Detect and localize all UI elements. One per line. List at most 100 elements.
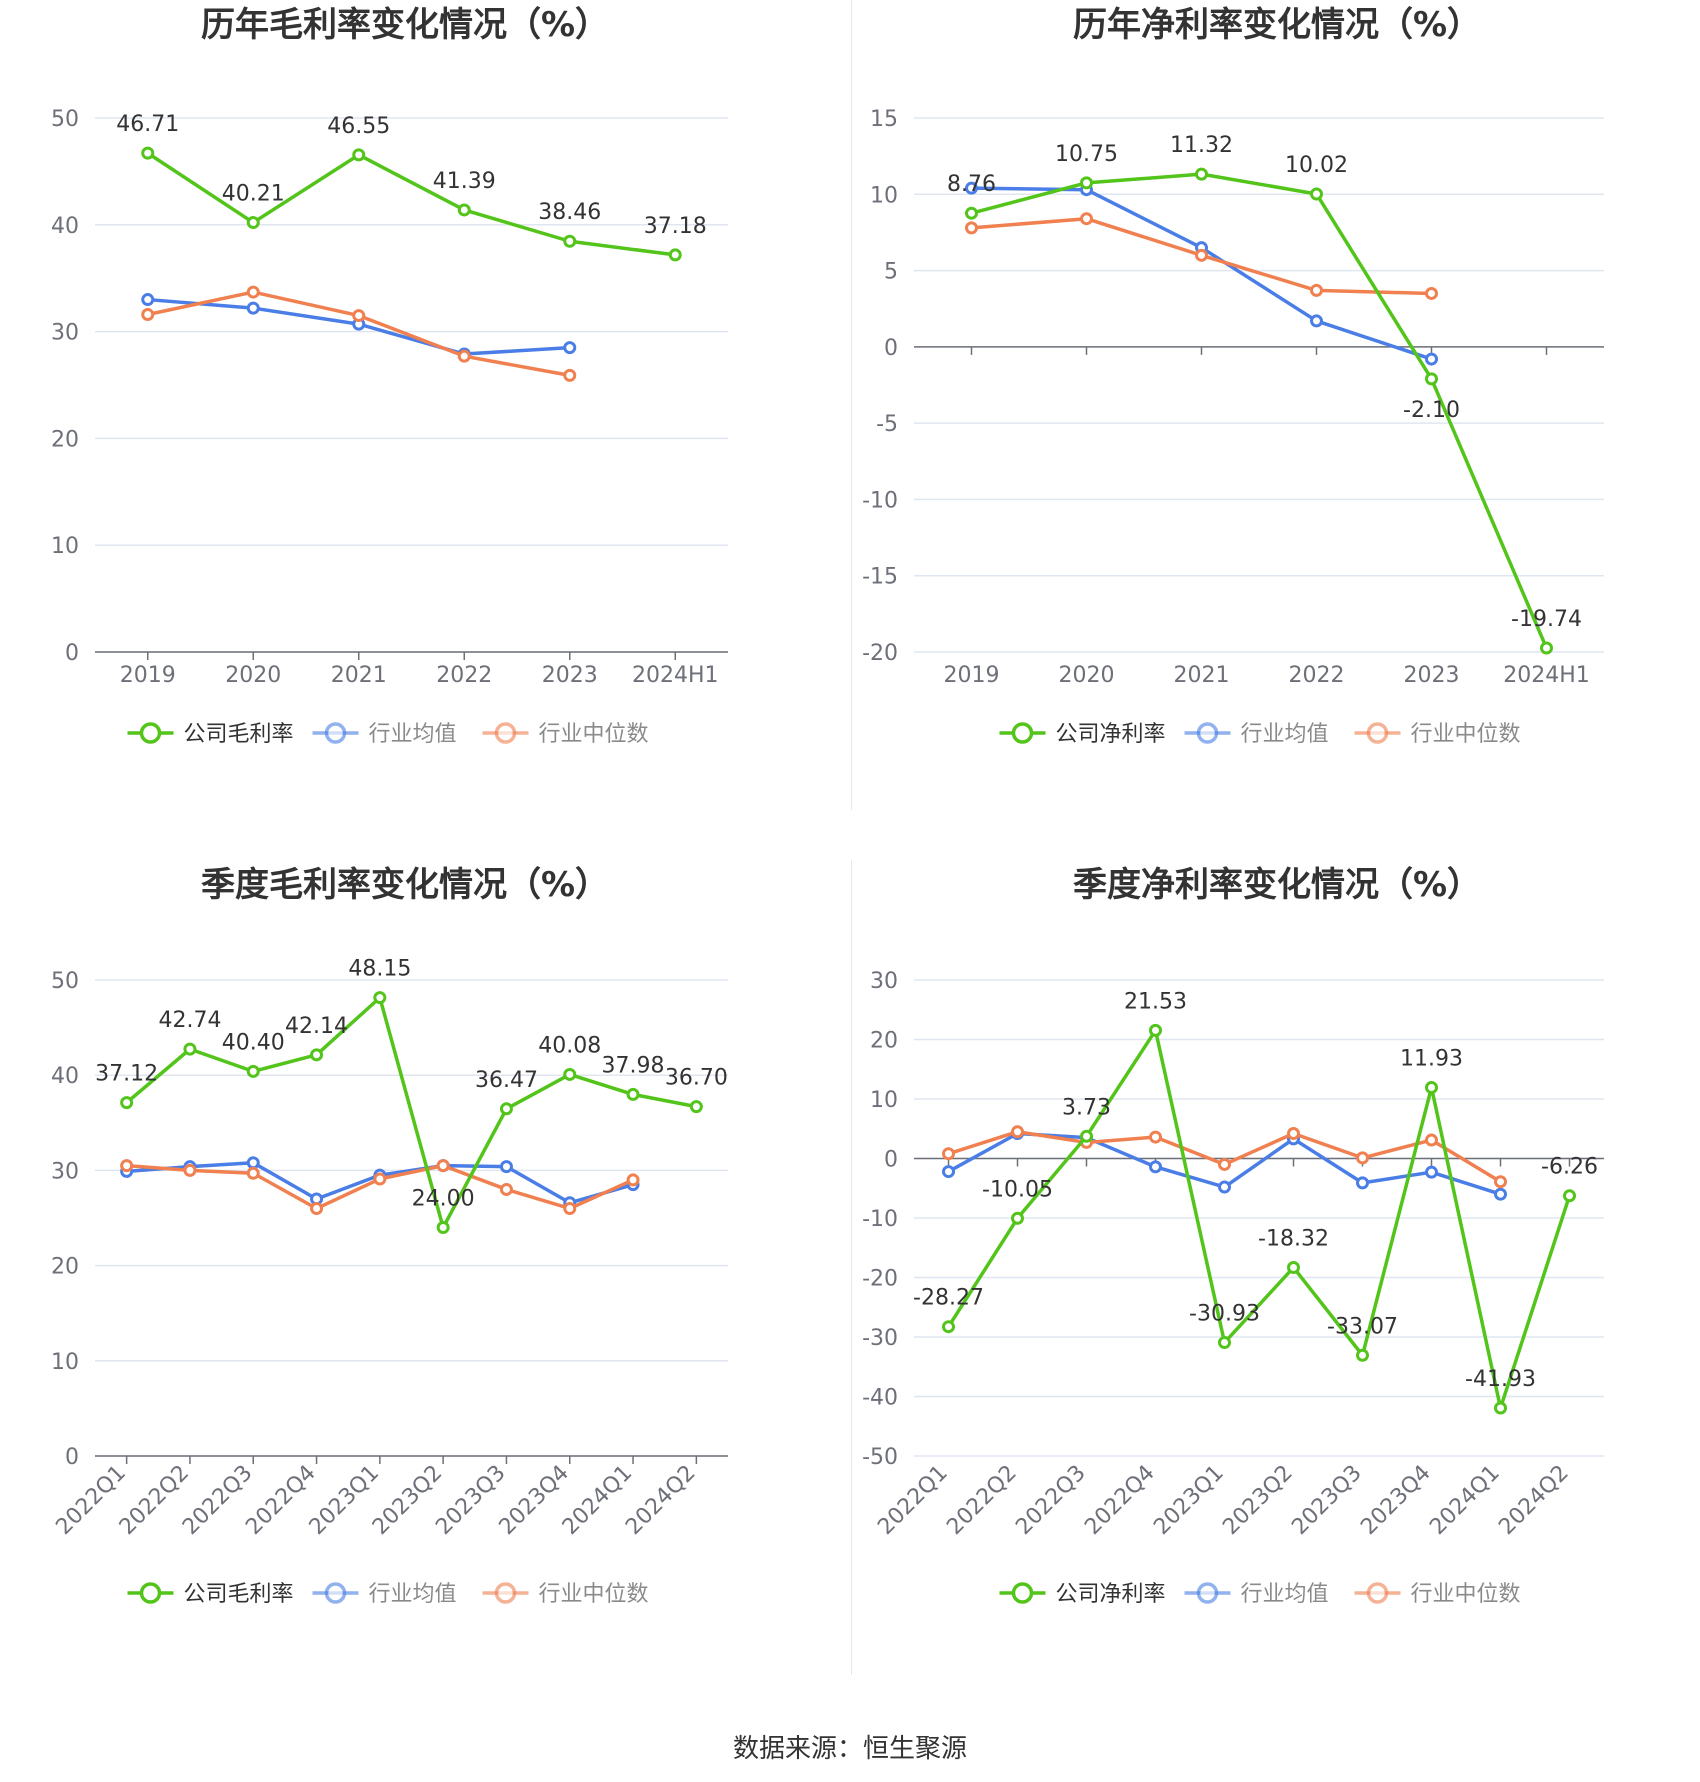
x-tick-label: 2023Q2	[1218, 1461, 1297, 1540]
data-point-median	[246, 285, 260, 299]
x-tick-label: 2022Q3	[1011, 1461, 1090, 1540]
data-point-median	[183, 1163, 197, 1177]
data-point-company	[310, 1048, 324, 1062]
quarterly-gross-margin-chart: 季度毛利率变化情况（%） 0 10 20 30 40 50 2022Q1 2022Q2 2022Q…	[0, 860, 850, 1720]
data-point-company	[942, 1320, 955, 1334]
data-label: 38.46	[538, 200, 601, 225]
data-point-median	[1195, 248, 1208, 262]
data-point-company	[1540, 641, 1553, 655]
data-point-company	[246, 216, 260, 230]
data-point-median	[1011, 1125, 1024, 1139]
y-tick-label: 50	[51, 969, 79, 994]
data-point-company	[120, 1096, 134, 1110]
data-point-company	[689, 1100, 703, 1114]
legend-marker	[324, 722, 347, 744]
legend-marker	[1366, 1582, 1389, 1604]
x-tick-label: 2023Q2	[368, 1461, 447, 1540]
data-point-median	[1310, 283, 1323, 297]
y-tick-label: 30	[870, 969, 898, 994]
data-label: 24.00	[412, 1187, 475, 1212]
chart-svg: 季度净利率变化情况（%） -50 -40 -30 -20 -10 0 10 20 30 2022Q1…	[862, 865, 1604, 1607]
data-point-avg	[141, 293, 155, 307]
data-point-median	[352, 309, 366, 323]
data-source-note: 数据来源：恒生聚源	[732, 1734, 967, 1764]
data-point-company	[1195, 167, 1208, 181]
data-point-avg	[563, 341, 577, 355]
data-point-median	[373, 1172, 387, 1186]
chart-title: 季度净利率变化情况（%）	[1073, 865, 1481, 905]
legend-marker	[1196, 722, 1219, 744]
data-point-median	[120, 1159, 134, 1173]
x-tick-label: 2023Q1	[305, 1461, 384, 1540]
x-tick-label: 2022	[436, 663, 492, 688]
legend-item-company: 公司净利率	[999, 1582, 1166, 1607]
series-line-company	[146, 151, 676, 257]
data-label: -30.93	[1189, 1302, 1260, 1327]
data-point-median	[1425, 1133, 1438, 1147]
data-label: -33.07	[1327, 1314, 1398, 1339]
data-point-company	[246, 1064, 260, 1078]
y-tick-label: -15	[862, 565, 898, 590]
legend-item-median: 行业中位数	[482, 722, 649, 747]
legend-marker	[1366, 722, 1389, 744]
y-tick-label: 20	[51, 1255, 79, 1280]
vertical-divider-top	[851, 0, 852, 810]
chart-title: 历年净利率变化情况（%）	[1073, 5, 1481, 45]
data-label: 48.15	[348, 957, 411, 982]
data-point-avg	[965, 181, 978, 195]
data-point-median	[499, 1182, 513, 1196]
data-point-avg	[942, 1165, 955, 1179]
legend-marker	[1011, 1582, 1034, 1604]
data-point-company	[965, 206, 978, 220]
x-tick-label: 2022Q4	[1080, 1461, 1159, 1540]
data-point-company	[352, 148, 366, 162]
x-tick-label: 2023Q3	[431, 1461, 510, 1540]
data-point-company	[436, 1221, 450, 1235]
data-label: 46.55	[327, 114, 390, 139]
y-tick-label: 50	[51, 107, 79, 132]
data-point-avg	[1425, 1165, 1438, 1179]
data-label: 21.53	[1124, 989, 1187, 1014]
data-label: 37.12	[95, 1062, 158, 1087]
x-tick-label: 2023Q1	[1149, 1461, 1228, 1540]
legend-label: 行业中位数	[539, 1582, 649, 1607]
legend-label: 行业中位数	[1411, 1582, 1521, 1607]
x-tick-label: 2022	[1289, 663, 1345, 688]
legend-label: 公司毛利率	[184, 1582, 294, 1607]
x-tick-label: 2022Q2	[942, 1461, 1021, 1540]
data-point-median	[626, 1173, 640, 1187]
y-tick-label: -10	[862, 488, 898, 513]
legend-label: 行业均值	[369, 1582, 457, 1607]
x-tick-label: 2024Q2	[621, 1461, 700, 1540]
data-point-company	[1080, 176, 1093, 190]
data-point-company	[563, 234, 577, 248]
legend-marker	[139, 722, 162, 744]
quarterly-net-margin-chart: 季度净利率变化情况（%） -50 -40 -30 -20 -10 0 10 20 30 2022Q1…	[852, 860, 1700, 1720]
x-tick-label: 2022Q1	[873, 1461, 952, 1540]
legend-item-company: 公司毛利率	[127, 1582, 294, 1607]
x-tick-label: 2020	[225, 663, 281, 688]
data-point-median	[1218, 1157, 1231, 1171]
data-label: 46.71	[116, 112, 179, 137]
data-point-median	[436, 1159, 450, 1173]
x-tick-label: 2024H1	[632, 663, 719, 688]
x-tick-label: 2022Q1	[51, 1461, 130, 1540]
y-tick-label: 0	[884, 1148, 898, 1173]
y-tick-label: 5	[884, 260, 898, 285]
legend-item-avg: 行业均值	[312, 722, 457, 747]
x-tick-label: 2022Q2	[115, 1461, 194, 1540]
data-point-avg	[246, 301, 260, 315]
x-tick-label: 2024H1	[1503, 663, 1590, 688]
legend-item-avg: 行业均值	[1184, 1582, 1329, 1607]
y-tick-label: 40	[51, 214, 79, 239]
y-tick-label: 15	[870, 107, 898, 132]
data-label: -18.32	[1258, 1227, 1329, 1252]
chart-svg: 季度毛利率变化情况（%）010203040502022Q12022Q22022Q…	[51, 865, 728, 1607]
data-label: -2.10	[1403, 398, 1460, 423]
legend-item-company: 公司净利率	[999, 722, 1166, 747]
data-label: 37.18	[644, 214, 707, 239]
data-label: 37.98	[602, 1053, 665, 1078]
data-point-median	[1287, 1127, 1300, 1141]
data-point-median	[1494, 1175, 1507, 1189]
data-point-company	[1149, 1023, 1162, 1037]
